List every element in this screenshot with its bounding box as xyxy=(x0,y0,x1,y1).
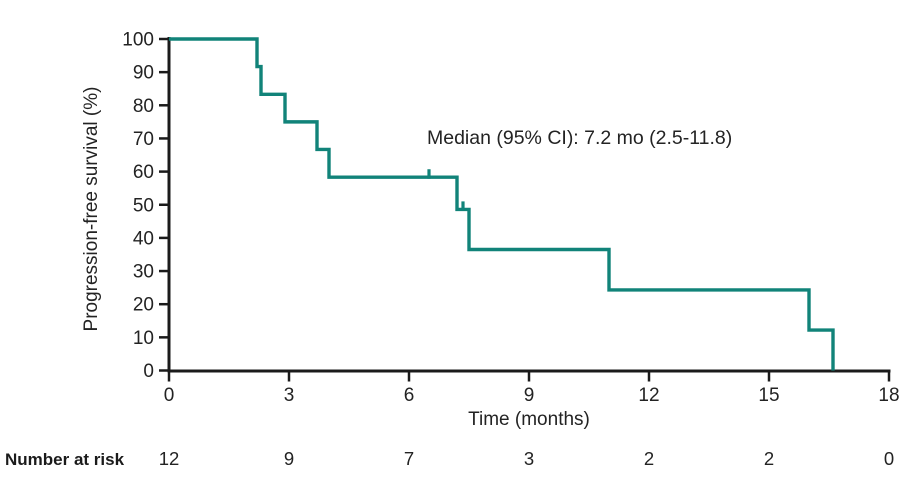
x-tick-label: 0 xyxy=(164,385,175,406)
y-tick-label: 100 xyxy=(122,30,154,51)
y-axis-title: Progression-free survival (%) xyxy=(81,86,102,332)
number-at-risk-count: 12 xyxy=(158,448,180,469)
y-tick-label: 70 xyxy=(133,129,154,150)
x-axis-title: Time (months) xyxy=(468,409,590,430)
number-at-risk-count: 9 xyxy=(283,448,295,469)
y-tick-label: 80 xyxy=(133,96,154,117)
number-at-risk-label: Number at risk xyxy=(5,450,125,469)
number-at-risk-count: 2 xyxy=(643,448,655,469)
y-tick-label: 50 xyxy=(133,195,154,216)
number-at-risk-count: 0 xyxy=(883,448,895,469)
y-tick-label: 90 xyxy=(133,63,154,84)
x-tick-label: 18 xyxy=(878,385,899,406)
x-tick-label: 12 xyxy=(638,385,659,406)
x-tick-label: 9 xyxy=(524,385,535,406)
x-tick-label: 15 xyxy=(758,385,779,406)
x-tick-label: 6 xyxy=(404,385,415,406)
number-at-risk-count: 2 xyxy=(763,448,775,469)
y-tick-label: 30 xyxy=(133,262,154,283)
km-curve xyxy=(169,37,835,371)
y-tick-label: 40 xyxy=(133,228,154,249)
y-tick-label: 0 xyxy=(143,361,154,382)
y-tick-label: 60 xyxy=(133,162,154,183)
number-at-risk-count: 3 xyxy=(523,448,535,469)
y-tick-label: 20 xyxy=(133,295,154,316)
median-annotation: Median (95% CI): 7.2 mo (2.5-11.8) xyxy=(427,127,733,149)
x-tick-label: 3 xyxy=(284,385,295,406)
number-at-risk-count: 7 xyxy=(403,448,415,469)
y-tick-label: 10 xyxy=(133,328,154,349)
